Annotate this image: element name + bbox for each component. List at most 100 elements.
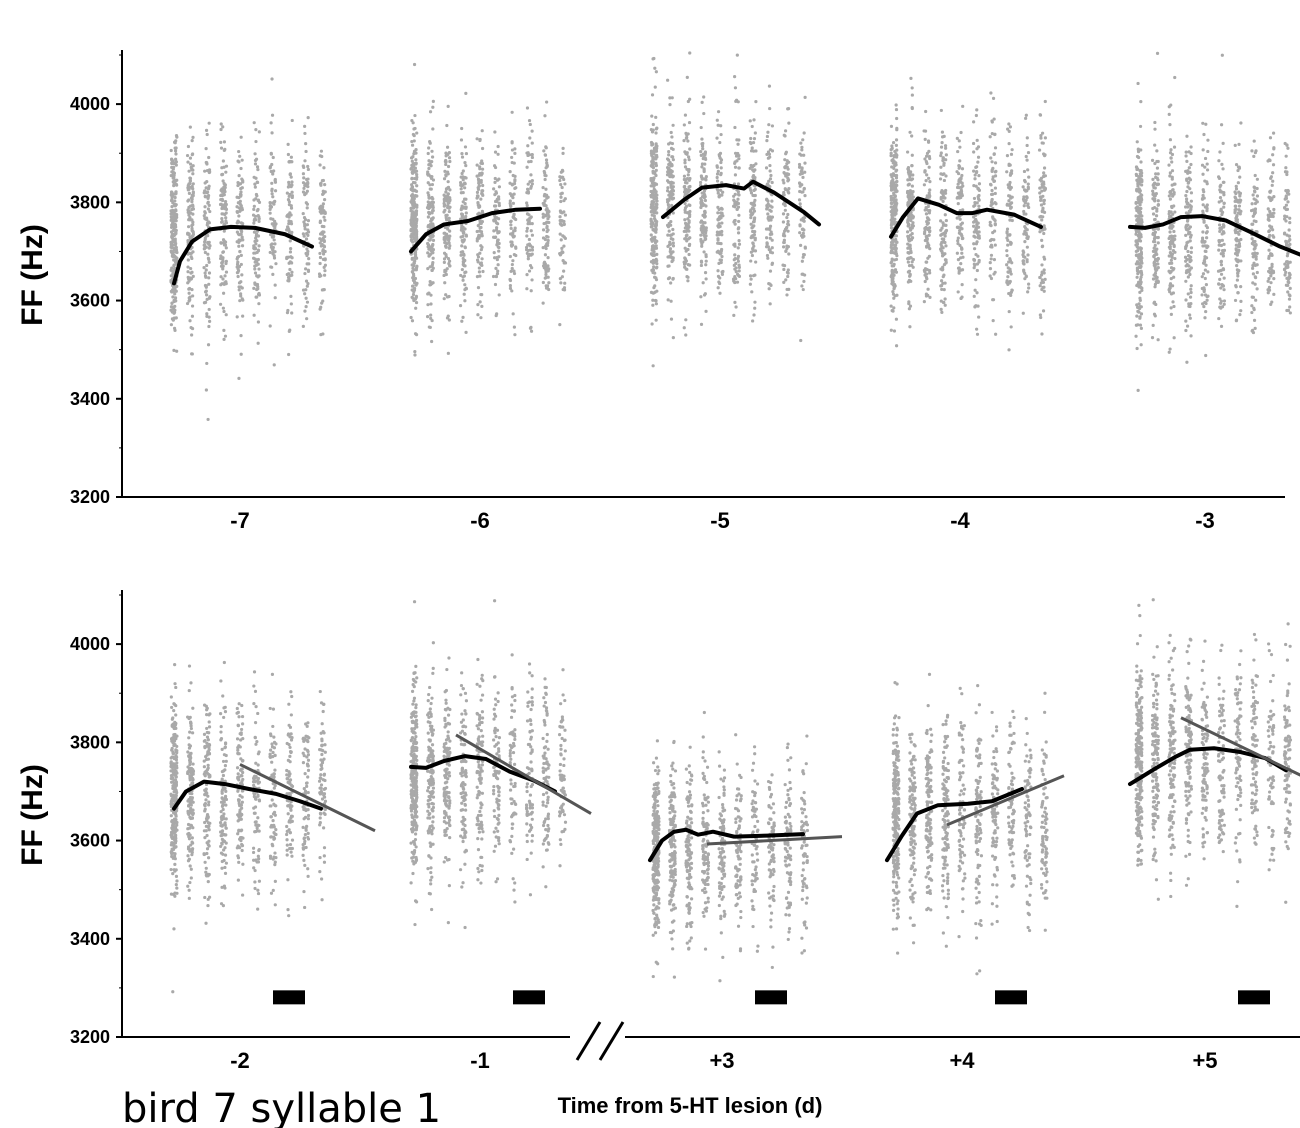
- scatter-point: [493, 215, 497, 219]
- scatter-point: [1189, 162, 1193, 167]
- scatter-point: [202, 266, 206, 270]
- scatter-point: [668, 249, 672, 254]
- scatter-point: [1155, 149, 1159, 153]
- scatter-point: [667, 153, 671, 157]
- scatter-point: [476, 187, 481, 191]
- scatter-point: [1025, 258, 1029, 262]
- scatter-point: [525, 251, 529, 256]
- scatter-point: [412, 268, 417, 272]
- scatter-point: [414, 234, 418, 238]
- scatter-point: [668, 174, 672, 179]
- scatter-point: [1023, 229, 1027, 233]
- scatter-point: [1221, 180, 1225, 184]
- scatter-point: [322, 273, 327, 277]
- scatter-point: [428, 187, 432, 191]
- scatter-point: [765, 241, 769, 246]
- scatter-point: [1040, 218, 1044, 222]
- scatter-point: [973, 177, 977, 181]
- scatter-point: [803, 95, 807, 99]
- scatter-point: [240, 297, 244, 301]
- scatter-point: [751, 319, 755, 323]
- scatter-point: [1040, 263, 1044, 267]
- scatter-point: [994, 332, 998, 336]
- scatter-point: [892, 166, 896, 170]
- scatter-point: [207, 307, 211, 312]
- scatter-point: [750, 124, 754, 129]
- scatter-point: [526, 144, 530, 148]
- scatter-point: [318, 210, 322, 214]
- scatter-point: [977, 193, 981, 198]
- scatter-point: [170, 170, 174, 174]
- scatter-point: [671, 244, 676, 248]
- scatter-point: [955, 216, 959, 220]
- scatter-point: [204, 128, 209, 132]
- scatter-point: [290, 311, 294, 315]
- scatter-point: [430, 264, 434, 268]
- scatter-point: [972, 150, 976, 154]
- scatter-point: [924, 237, 929, 241]
- scatter-point: [1005, 236, 1009, 240]
- scatter-point: [1255, 177, 1259, 181]
- scatter-point: [445, 145, 450, 149]
- scatter-point: [940, 310, 944, 314]
- scatter-point: [720, 247, 724, 252]
- scatter-point: [481, 269, 485, 274]
- scatter-point: [1038, 230, 1042, 234]
- scatter-point: [530, 179, 534, 183]
- scatter-point: [684, 333, 688, 337]
- scatter-point: [975, 327, 979, 331]
- scatter-point: [444, 213, 448, 218]
- scatter-point: [1024, 154, 1028, 159]
- scatter-point: [527, 160, 531, 164]
- scatter-point: [224, 164, 229, 168]
- scatter-point: [203, 205, 207, 209]
- scatter-point: [415, 173, 419, 177]
- scatter-point: [1271, 179, 1275, 183]
- scatter-point: [939, 233, 943, 237]
- scatter-point: [890, 309, 894, 313]
- scatter-point: [428, 162, 432, 166]
- scatter-point: [993, 243, 997, 247]
- scatter-point: [1185, 134, 1189, 138]
- scatter-point: [720, 254, 724, 259]
- scatter-point: [464, 163, 468, 168]
- scatter-point: [703, 156, 707, 160]
- scatter-point: [768, 163, 772, 168]
- scatter-point: [475, 275, 480, 279]
- scatter-point: [170, 305, 174, 309]
- scatter-point: [253, 185, 257, 189]
- scatter-point: [719, 124, 723, 128]
- scatter-point: [511, 312, 515, 316]
- scatter-point: [219, 140, 223, 144]
- scatter-point: [651, 259, 655, 263]
- scatter-point: [736, 246, 740, 250]
- scatter-point: [752, 137, 757, 141]
- scatter-point: [270, 192, 274, 196]
- scatter-point: [1007, 185, 1011, 190]
- scatter-point: [715, 230, 720, 234]
- scatter-point: [543, 253, 548, 257]
- scatter-point: [1008, 240, 1013, 244]
- scatter-point: [956, 241, 960, 246]
- scatter-point: [988, 266, 993, 271]
- scatter-point: [654, 163, 658, 167]
- scatter-point: [650, 153, 654, 157]
- scatter-point: [688, 147, 692, 151]
- scatter-point: [412, 127, 416, 131]
- scatter-point: [495, 257, 499, 262]
- scatter-point: [459, 187, 463, 191]
- scatter-point: [172, 228, 176, 232]
- scatter-point: [786, 212, 790, 217]
- scatter-point: [169, 289, 173, 293]
- scatter-point: [733, 125, 737, 130]
- scatter-point: [268, 165, 273, 169]
- scatter-point: [272, 200, 277, 204]
- scatter-point: [203, 194, 207, 198]
- scatter-point: [254, 295, 258, 299]
- scatter-point: [702, 168, 706, 172]
- scatter-point: [1023, 271, 1027, 275]
- scatter-point: [703, 209, 707, 213]
- scatter-point: [927, 176, 931, 180]
- scatter-point: [782, 193, 786, 197]
- scatter-point: [563, 213, 568, 217]
